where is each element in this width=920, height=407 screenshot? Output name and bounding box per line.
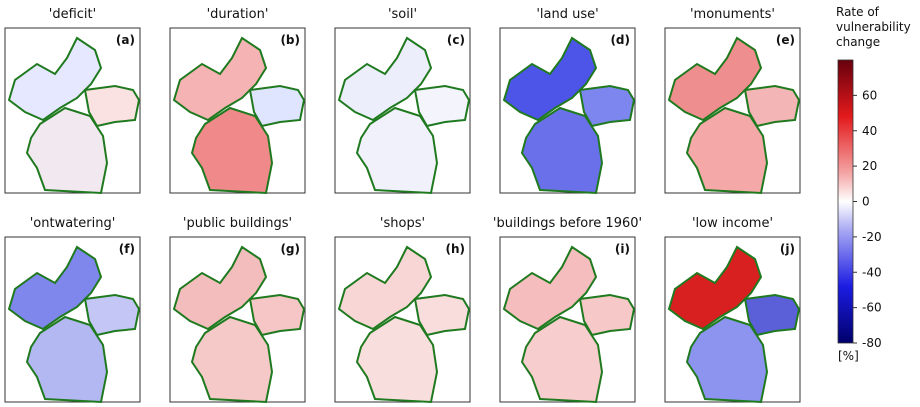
panel-letter: (e) <box>776 33 795 47</box>
colorbar-tick-label: -60 <box>862 301 882 315</box>
panel-letter: (a) <box>116 33 135 47</box>
district <box>520 106 604 195</box>
district <box>337 36 433 122</box>
panel-title: 'low income' <box>692 216 773 231</box>
panel-letter: (i) <box>615 242 630 256</box>
map-panel: (b) <box>169 27 306 195</box>
district <box>7 245 103 331</box>
map-panel: (f) <box>4 236 141 404</box>
panel-title: 'deficit' <box>49 7 96 22</box>
district <box>172 36 268 122</box>
colorbar-tick-label: -20 <box>862 230 882 244</box>
district <box>83 293 141 337</box>
district <box>355 315 439 404</box>
district <box>7 36 103 122</box>
panel-letter: (b) <box>280 33 300 47</box>
map-panel: (d) <box>499 27 636 195</box>
district <box>743 84 801 128</box>
district <box>248 84 306 128</box>
colorbar-tick-label: -80 <box>862 336 882 350</box>
colorbar <box>837 59 854 344</box>
panel-letter: (j) <box>780 242 795 256</box>
panel-letter: (g) <box>280 242 300 256</box>
district <box>25 106 109 195</box>
colorbar-tick-label: 60 <box>862 88 877 102</box>
district <box>578 84 636 128</box>
panel-title: 'buildings before 1960' <box>493 216 642 231</box>
panel-title: 'monuments' <box>690 7 775 22</box>
map-panel: (g) <box>169 236 306 404</box>
map-panel: (j) <box>664 236 801 404</box>
district <box>248 293 306 337</box>
district <box>743 293 801 337</box>
district <box>413 84 471 128</box>
panel-letter: (c) <box>447 33 465 47</box>
colorbar-unit: [%] <box>838 349 859 363</box>
panel-title: 'shops' <box>380 216 425 231</box>
district <box>83 84 141 128</box>
district <box>172 245 268 331</box>
district <box>667 245 763 331</box>
colorbar-label: Rate of <box>836 5 880 19</box>
district <box>502 245 598 331</box>
colorbar-label: vulnerability <box>836 20 911 34</box>
district <box>190 315 274 404</box>
panel-title: 'ontwatering' <box>30 216 116 231</box>
district <box>355 106 439 195</box>
map-panel: (h) <box>334 236 471 404</box>
panel-title: 'public buildings' <box>183 216 292 231</box>
map-panel: (i) <box>499 236 636 404</box>
panel-letter: (f) <box>119 242 135 256</box>
district <box>413 293 471 337</box>
colorbar-tick-label: 40 <box>862 124 877 138</box>
district <box>685 315 769 404</box>
district <box>685 106 769 195</box>
panel-letter: (h) <box>445 242 465 256</box>
panel-letter: (d) <box>610 33 630 47</box>
panel-title: 'soil' <box>388 7 417 22</box>
map-panel: (c) <box>334 27 471 195</box>
district <box>502 36 598 122</box>
panel-title: 'duration' <box>207 7 269 22</box>
district <box>667 36 763 122</box>
colorbar-tick-label: -40 <box>862 265 882 279</box>
panel-title: 'land use' <box>536 7 598 22</box>
colorbar-label: change <box>836 35 880 49</box>
map-panel: (a) <box>4 27 141 195</box>
district <box>190 106 274 195</box>
colorbar-tick-label: 20 <box>862 159 877 173</box>
district <box>25 315 109 404</box>
district <box>337 245 433 331</box>
district <box>520 315 604 404</box>
colorbar-tick-label: 0 <box>862 195 870 209</box>
map-panel: (e) <box>664 27 801 195</box>
district <box>578 293 636 337</box>
